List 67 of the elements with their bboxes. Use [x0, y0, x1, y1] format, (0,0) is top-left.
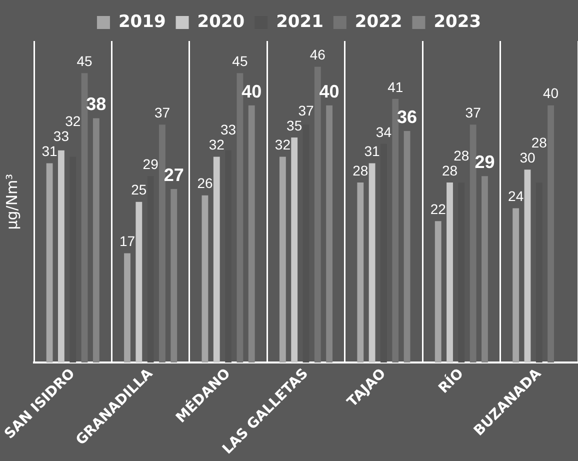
bar — [213, 156, 220, 363]
data-label: 29 — [474, 152, 495, 172]
bar — [548, 105, 554, 363]
data-label: 32 — [274, 136, 291, 153]
bar — [92, 118, 100, 363]
data-label: 41 — [388, 78, 404, 95]
legend-label: 2023 — [434, 12, 482, 32]
bar — [482, 176, 488, 363]
data-label: 28 — [531, 134, 548, 151]
data-label: 36 — [397, 107, 418, 128]
data-label: 29 — [142, 156, 159, 172]
bar — [357, 182, 364, 363]
data-label: 37 — [298, 102, 314, 118]
data-label: 17 — [119, 233, 136, 250]
bar — [124, 253, 130, 363]
bar — [202, 195, 208, 363]
data-label: 22 — [430, 200, 446, 217]
legend-label: 2019 — [118, 12, 166, 32]
data-label: 28 — [352, 162, 368, 178]
data-label: 33 — [53, 128, 70, 144]
data-label: 40 — [242, 81, 262, 102]
bar — [512, 208, 520, 363]
data-label: 38 — [86, 94, 106, 114]
bar — [159, 124, 166, 363]
data-label: 24 — [508, 188, 524, 204]
data-label: 33 — [220, 122, 236, 138]
data-label: 32 — [65, 113, 81, 130]
bar — [314, 66, 321, 363]
bar — [524, 170, 531, 363]
bar — [404, 131, 410, 363]
data-label: 28 — [454, 147, 470, 164]
bar — [58, 150, 64, 363]
legend-label: 2020 — [197, 12, 245, 32]
bar — [291, 137, 298, 363]
data-label: 34 — [376, 124, 392, 140]
data-label: 40 — [543, 85, 559, 102]
bar — [392, 98, 399, 363]
bar — [81, 73, 88, 363]
data-label: 37 — [465, 104, 482, 120]
legend-label: 2021 — [276, 12, 324, 32]
data-label: 35 — [286, 117, 302, 134]
bar — [446, 182, 453, 363]
data-label: 31 — [364, 143, 380, 160]
data-label: 46 — [310, 46, 326, 63]
y-axis-title: µg/Nm³ — [2, 174, 21, 230]
bar — [170, 188, 178, 363]
data-label: 30 — [520, 150, 536, 166]
data-label: 28 — [442, 162, 458, 178]
data-label: 45 — [232, 53, 248, 70]
bar — [368, 163, 376, 363]
data-label: 25 — [131, 182, 147, 198]
legend-label: 2022 — [354, 12, 402, 32]
data-label: 31 — [42, 143, 58, 160]
bar — [326, 105, 333, 363]
data-label: 37 — [154, 104, 170, 120]
bar — [236, 73, 244, 363]
bar — [470, 124, 476, 363]
bar — [46, 163, 53, 363]
data-label: 45 — [76, 53, 93, 70]
bar — [279, 156, 286, 363]
data-label: 26 — [197, 175, 213, 192]
bar — [434, 221, 442, 363]
bar — [248, 105, 255, 363]
data-label: 40 — [319, 81, 340, 102]
data-label: 32 — [208, 136, 225, 153]
data-label: 27 — [164, 164, 184, 185]
bar — [136, 202, 142, 363]
